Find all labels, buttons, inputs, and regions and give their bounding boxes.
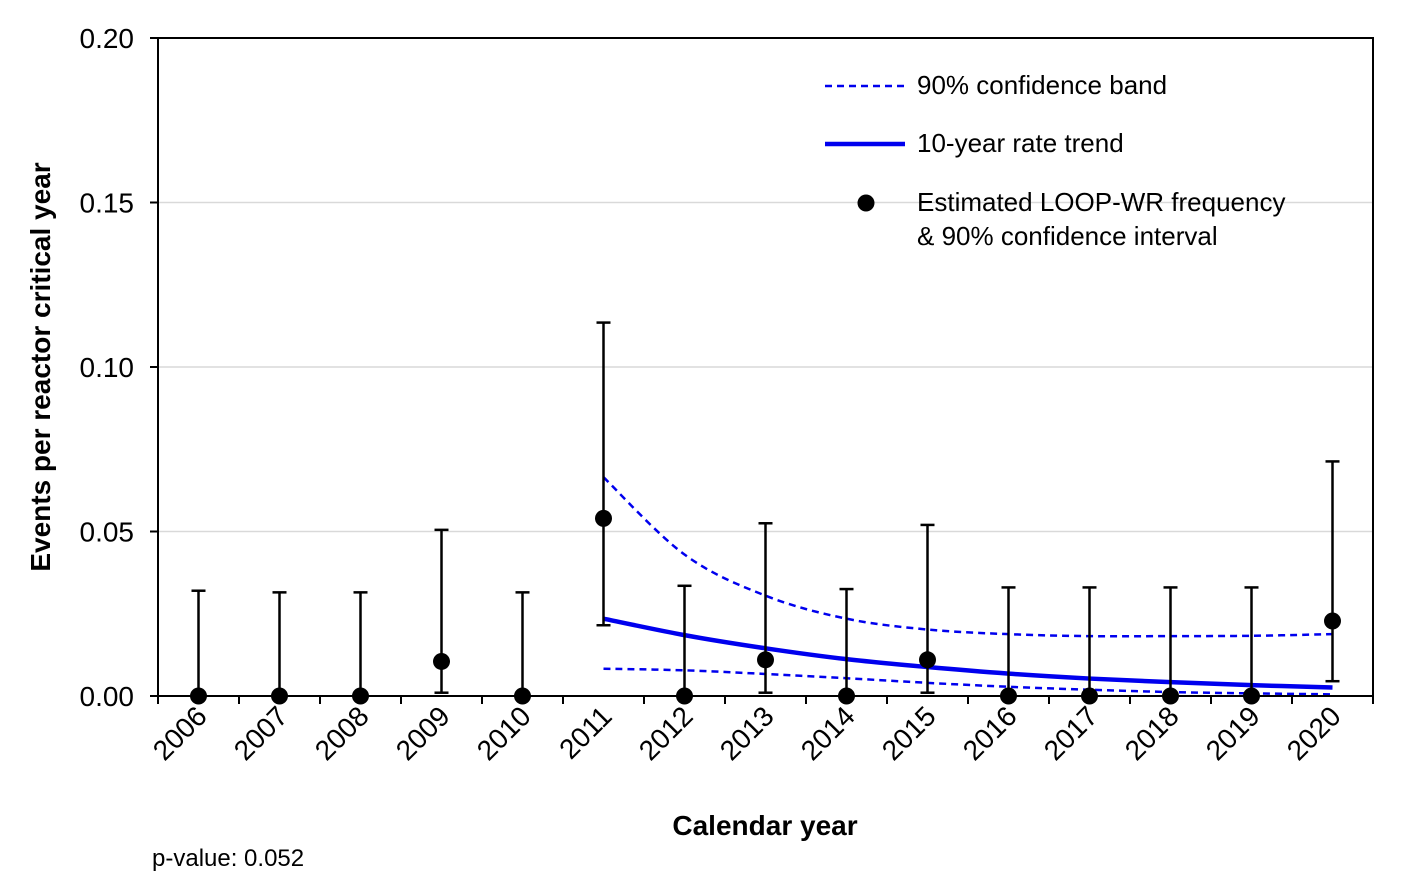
data-point bbox=[757, 651, 774, 669]
p-value-note: p-value: 0.052 bbox=[152, 845, 304, 872]
grid-lines bbox=[158, 201, 1373, 533]
x-tick-label: 2009 bbox=[390, 700, 456, 766]
data-point-group bbox=[919, 523, 936, 694]
data-point bbox=[595, 509, 612, 527]
data-point bbox=[433, 652, 450, 670]
confidence-band-lower bbox=[603, 667, 1333, 696]
x-tick-label: 2018 bbox=[1119, 700, 1185, 766]
data-point-group bbox=[757, 522, 774, 694]
x-axis-title: Calendar year bbox=[672, 810, 857, 841]
data-points-layer bbox=[190, 321, 1341, 705]
data-point bbox=[1324, 612, 1341, 630]
x-tick-label: 2020 bbox=[1281, 700, 1347, 766]
confidence-band-lines bbox=[602, 476, 1333, 696]
legend-point-swatch bbox=[857, 194, 875, 212]
data-point-group bbox=[352, 591, 369, 705]
x-tick-label: 2006 bbox=[147, 700, 213, 766]
data-point-group bbox=[1081, 586, 1098, 705]
data-point-group bbox=[190, 589, 207, 705]
y-tick-label: 0.15 bbox=[80, 188, 135, 219]
confidence-band-upper bbox=[602, 476, 1333, 638]
y-axis-title: Events per reactor critical year bbox=[25, 162, 56, 571]
data-point-group bbox=[838, 587, 855, 705]
trend-line bbox=[603, 616, 1333, 690]
data-point-group bbox=[271, 591, 288, 705]
trend-line-layer bbox=[603, 616, 1333, 690]
data-point bbox=[919, 651, 936, 669]
y-tick-label: 0.10 bbox=[80, 352, 135, 383]
x-tick-label: 2011 bbox=[553, 700, 618, 765]
data-point-group bbox=[1324, 460, 1341, 683]
y-axis-ticks: 0.00 0.05 0.10 0.15 0.20 bbox=[80, 23, 158, 712]
data-point-group bbox=[1000, 586, 1017, 705]
data-point-group bbox=[514, 591, 531, 705]
x-axis-ticks: 2006 2007 2008 2009 2010 2011 2012 2013 2014 2015… bbox=[147, 696, 1374, 766]
legend-band-label: 90% confidence band bbox=[917, 70, 1167, 100]
data-point-group bbox=[595, 321, 612, 627]
x-tick-label: 2012 bbox=[633, 700, 699, 766]
y-tick-label: 0.00 bbox=[80, 681, 135, 712]
x-tick-label: 2008 bbox=[309, 700, 375, 766]
legend: 90% confidence band 10-year rate trend E… bbox=[825, 70, 1285, 251]
x-tick-label: 2013 bbox=[714, 700, 780, 766]
data-point-group bbox=[433, 528, 450, 694]
x-tick-label: 2010 bbox=[471, 700, 537, 766]
x-tick-label: 2016 bbox=[957, 700, 1023, 766]
legend-points-label-line2: & 90% confidence interval bbox=[917, 221, 1218, 251]
legend-trend-label: 10-year rate trend bbox=[917, 128, 1124, 158]
data-point-group bbox=[676, 584, 693, 705]
data-point-group bbox=[1162, 586, 1179, 705]
x-tick-label: 2015 bbox=[876, 700, 942, 766]
y-tick-label: 0.20 bbox=[80, 23, 135, 54]
x-tick-label: 2007 bbox=[228, 700, 294, 766]
x-tick-label: 2017 bbox=[1038, 700, 1104, 766]
x-tick-label: 2014 bbox=[795, 700, 861, 766]
x-tick-label: 2019 bbox=[1200, 700, 1266, 766]
y-tick-label: 0.05 bbox=[80, 517, 135, 548]
legend-points-label-line1: Estimated LOOP-WR frequency bbox=[917, 187, 1285, 217]
